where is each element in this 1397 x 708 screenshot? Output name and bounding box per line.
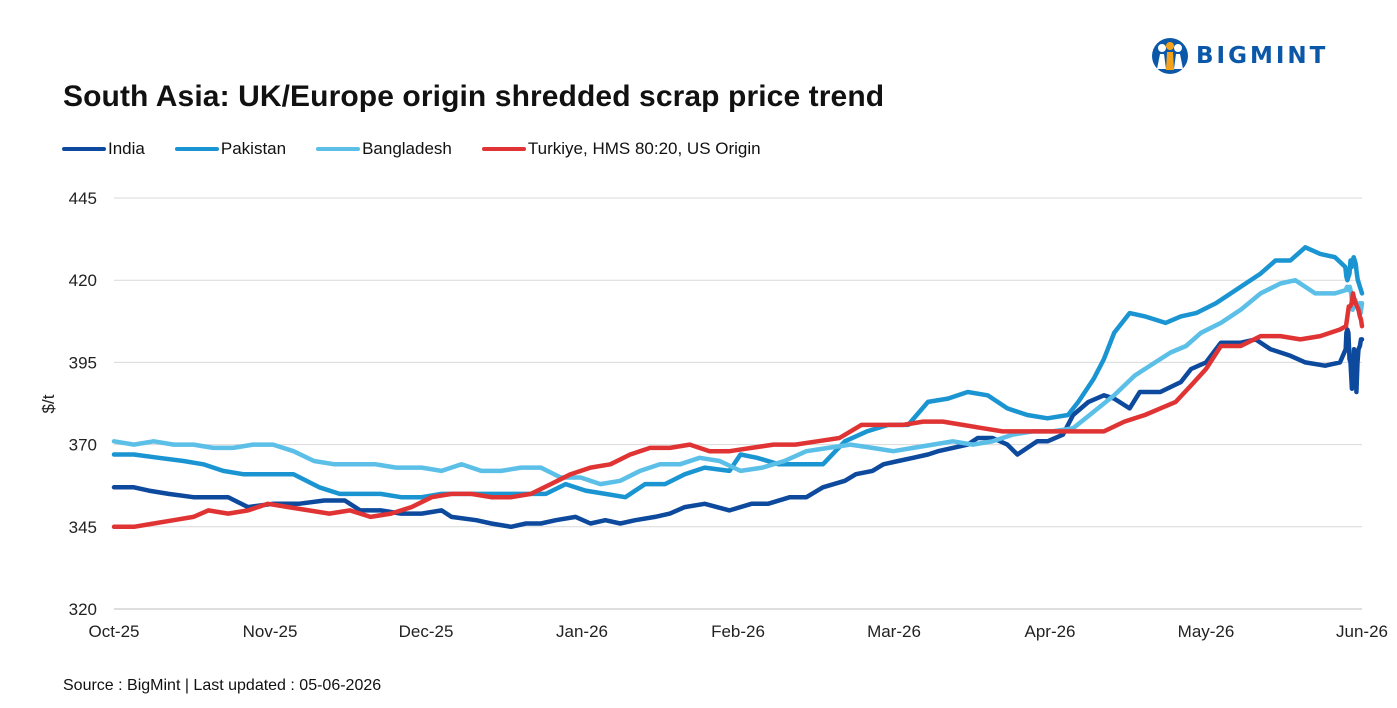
people-globe-icon bbox=[1152, 38, 1188, 74]
legend-swatch bbox=[316, 147, 361, 151]
y-tick-label: 320 bbox=[69, 600, 97, 619]
series-line-india bbox=[111, 327, 1365, 530]
x-tick-label: Mar-26 bbox=[867, 622, 921, 641]
legend-item: Turkiye, HMS 80:20, US Origin bbox=[481, 139, 761, 159]
x-tick-label: Oct-25 bbox=[88, 622, 139, 641]
x-tick-label: Nov-25 bbox=[243, 622, 298, 641]
legend-label: Turkiye, HMS 80:20, US Origin bbox=[527, 139, 761, 158]
legend-label: India bbox=[108, 139, 145, 158]
legend-swatch bbox=[174, 147, 219, 151]
brand-name: BIGMINT bbox=[1196, 43, 1329, 69]
x-tick-label: May-26 bbox=[1178, 622, 1235, 641]
legend-label: Bangladesh bbox=[362, 139, 452, 158]
y-tick-label: 420 bbox=[69, 271, 97, 290]
series-line-bangladesh bbox=[111, 277, 1365, 487]
x-tick-label: Apr-26 bbox=[1024, 622, 1075, 641]
y-tick-labels: 320 345 370 395 420 445 bbox=[69, 189, 97, 619]
legend-label: Pakistan bbox=[220, 139, 287, 158]
y-tick-label: 370 bbox=[69, 436, 97, 455]
legend-swatch bbox=[62, 147, 106, 151]
legend-swatch bbox=[481, 147, 526, 151]
series-line-pakistan bbox=[111, 245, 1365, 500]
legend-item: India bbox=[62, 139, 145, 159]
legend-item: Bangladesh bbox=[316, 139, 452, 159]
y-tick-label: 395 bbox=[69, 353, 97, 372]
y-tick-label: 345 bbox=[69, 518, 97, 537]
y-axis-label: $/t bbox=[39, 394, 58, 413]
brand-logo: BIGMINT bbox=[1150, 34, 1328, 78]
x-tick-label: Dec-25 bbox=[399, 622, 454, 641]
legend: India Pakistan Bangladesh Turkiye, HMS 80:2… bbox=[62, 139, 791, 159]
series-lines bbox=[111, 245, 1365, 530]
x-tick-label: Jun-26 bbox=[1336, 622, 1388, 641]
chart-title: South Asia: UK/Europe origin shredded sc… bbox=[63, 80, 885, 113]
source-note: Source : BigMint | Last updated : 05-06-… bbox=[63, 677, 382, 694]
x-tick-label: Jan-26 bbox=[556, 622, 608, 641]
y-tick-label: 445 bbox=[69, 189, 97, 208]
x-tick-label: Feb-26 bbox=[711, 622, 765, 641]
x-tick-labels: Oct-25 Nov-25 Dec-25 Jan-26 Feb-26 Mar-26 Apr-… bbox=[88, 622, 1388, 641]
legend-item: Pakistan bbox=[174, 139, 287, 159]
series-line-turkiye bbox=[111, 291, 1365, 530]
